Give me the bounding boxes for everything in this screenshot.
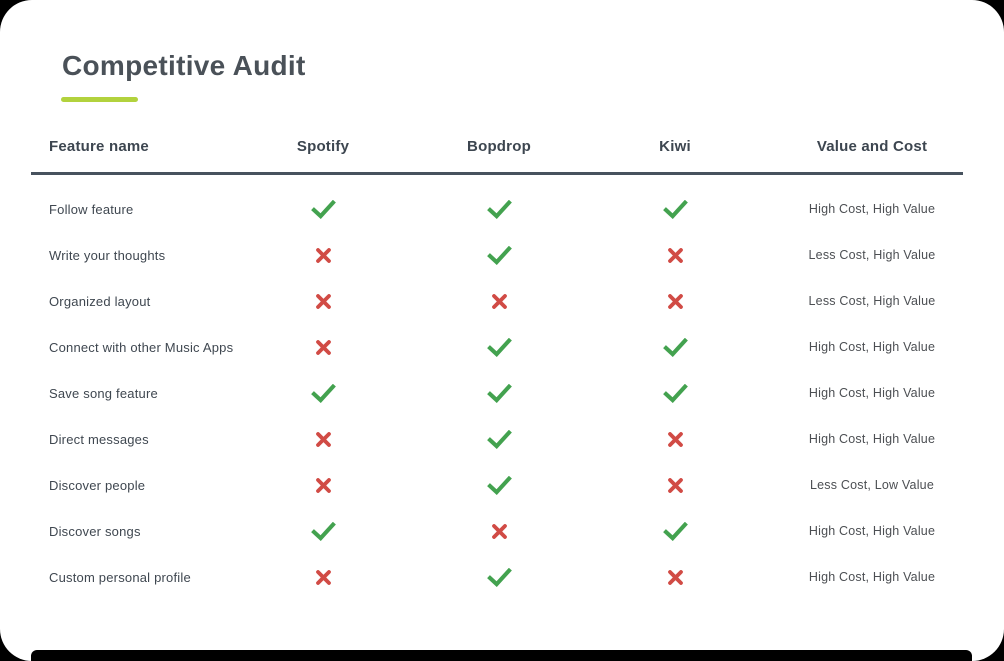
kiwi-cell	[587, 199, 763, 219]
value-cost-cell: High Cost, High Value	[808, 340, 936, 354]
table-row: Follow feature High Cost, High Value	[0, 186, 1004, 232]
feature-name-cell: Write your thoughts	[49, 247, 166, 263]
cross-icon	[491, 293, 507, 309]
cross-icon	[491, 523, 507, 539]
value-cost-cell: High Cost, High Value	[808, 386, 936, 400]
check-icon	[662, 383, 688, 403]
kiwi-cell	[587, 247, 763, 264]
feature-name-cell: Follow feature	[49, 201, 134, 217]
table-row: Save song feature High Cost, High Value	[0, 370, 1004, 416]
value-cost-cell: Less Cost, High Value	[808, 294, 936, 308]
check-icon	[486, 383, 512, 403]
cross-icon	[315, 431, 331, 447]
kiwi-cell	[587, 383, 763, 403]
cross-icon	[667, 293, 683, 309]
column-header-value-and-cost: Value and Cost	[816, 137, 928, 155]
kiwi-cell	[587, 521, 763, 541]
table-row: Connect with other Music Apps High Cost, …	[0, 324, 1004, 370]
cross-icon	[315, 339, 331, 355]
check-icon	[662, 199, 688, 219]
title-underline	[61, 97, 138, 102]
spotify-cell	[235, 431, 411, 448]
column-header-bopdrop: Bopdrop	[467, 137, 531, 155]
value-cost-cell: High Cost, High Value	[808, 432, 936, 446]
table-row: Write your thoughts Less Cost, High Value	[0, 232, 1004, 278]
feature-name-cell: Save song feature	[49, 385, 158, 401]
cross-icon	[667, 247, 683, 263]
spotify-cell	[235, 199, 411, 219]
header-divider	[31, 172, 963, 175]
value-cost-cell: High Cost, High Value	[808, 202, 936, 216]
bopdrop-cell	[411, 383, 587, 403]
column-header-kiwi: Kiwi	[659, 137, 691, 155]
table-body: Follow feature High Cost, High Value Write…	[0, 186, 1004, 600]
column-header-feature-name: Feature name	[49, 137, 149, 155]
table-row: Discover songs High Cost, High Value	[0, 508, 1004, 554]
cross-icon	[667, 477, 683, 493]
check-icon	[310, 383, 336, 403]
spotify-cell	[235, 339, 411, 356]
spotify-cell	[235, 521, 411, 541]
value-cost-cell: Less Cost, High Value	[808, 248, 936, 262]
spotify-cell	[235, 383, 411, 403]
value-cost-cell: High Cost, High Value	[808, 524, 936, 538]
feature-name-cell: Organized layout	[49, 293, 151, 309]
spotify-cell	[235, 569, 411, 586]
feature-name-cell: Connect with other Music Apps	[49, 339, 234, 355]
table-header: Feature name Spotify Bopdrop Kiwi Value …	[0, 131, 1004, 161]
feature-name-cell: Direct messages	[49, 431, 149, 447]
check-icon	[486, 429, 512, 449]
cross-icon	[315, 293, 331, 309]
spotify-cell	[235, 247, 411, 264]
column-header-spotify: Spotify	[296, 137, 350, 155]
check-icon	[310, 199, 336, 219]
bopdrop-cell	[411, 245, 587, 265]
spotify-cell	[235, 293, 411, 310]
kiwi-cell	[587, 337, 763, 357]
cross-icon	[315, 477, 331, 493]
kiwi-cell	[587, 569, 763, 586]
feature-name-cell: Discover songs	[49, 523, 141, 539]
check-icon	[486, 199, 512, 219]
kiwi-cell	[587, 431, 763, 448]
check-icon	[662, 521, 688, 541]
spotify-cell	[235, 477, 411, 494]
bopdrop-cell	[411, 475, 587, 495]
bopdrop-cell	[411, 523, 587, 540]
check-icon	[662, 337, 688, 357]
table-row: Direct messages High Cost, High Value	[0, 416, 1004, 462]
check-icon	[486, 337, 512, 357]
check-icon	[310, 521, 336, 541]
cross-icon	[667, 569, 683, 585]
table-row: Custom personal profile High Cost, High V…	[0, 554, 1004, 600]
check-icon	[486, 245, 512, 265]
page-title: Competitive Audit	[62, 50, 306, 81]
bopdrop-cell	[411, 429, 587, 449]
table-row: Organized layout Less Cost, High Value	[0, 278, 1004, 324]
table-row: Discover people Less Cost, Low Value	[0, 462, 1004, 508]
bopdrop-cell	[411, 567, 587, 587]
feature-name-cell: Custom personal profile	[49, 569, 191, 585]
value-cost-cell: High Cost, High Value	[808, 570, 936, 584]
bopdrop-cell	[411, 337, 587, 357]
bopdrop-cell	[411, 199, 587, 219]
cross-icon	[315, 569, 331, 585]
bopdrop-cell	[411, 293, 587, 310]
check-icon	[486, 567, 512, 587]
cross-icon	[667, 431, 683, 447]
check-icon	[486, 475, 512, 495]
kiwi-cell	[587, 477, 763, 494]
bottom-bar	[31, 650, 972, 661]
feature-name-cell: Discover people	[49, 477, 146, 493]
cross-icon	[315, 247, 331, 263]
kiwi-cell	[587, 293, 763, 310]
value-cost-cell: Less Cost, Low Value	[810, 478, 934, 492]
